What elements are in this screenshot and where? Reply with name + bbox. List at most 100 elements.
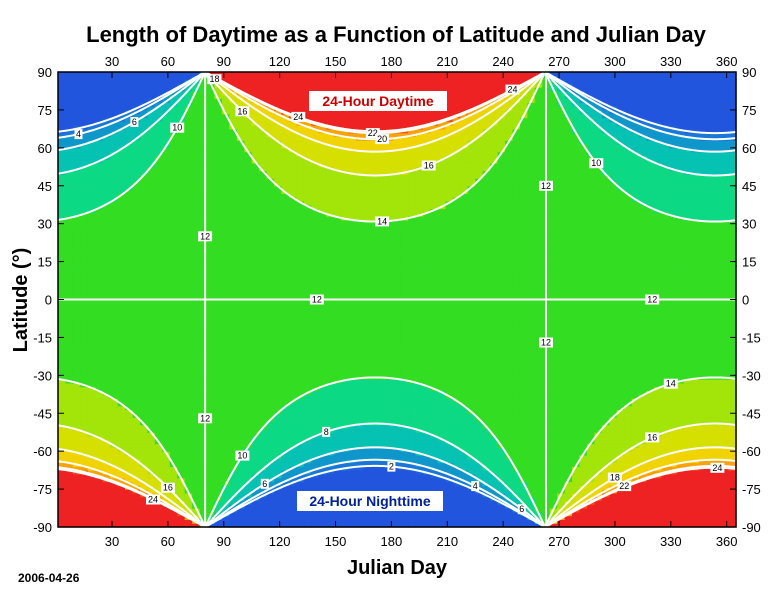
heat-cell bbox=[80, 193, 89, 198]
heat-cell bbox=[192, 144, 201, 149]
heat-cell bbox=[65, 242, 74, 248]
heat-cell bbox=[177, 106, 186, 111]
heat-cell bbox=[311, 337, 320, 342]
heat-cell bbox=[72, 94, 81, 100]
heat-cell bbox=[236, 462, 245, 467]
heat-cell bbox=[58, 310, 67, 316]
heat-cell bbox=[110, 113, 119, 119]
heat-cell bbox=[348, 367, 357, 373]
heat-cell bbox=[117, 140, 126, 145]
heat-cell bbox=[341, 394, 350, 399]
heat-cell bbox=[341, 242, 350, 248]
heat-cell bbox=[363, 405, 372, 411]
heat-cell bbox=[318, 420, 327, 426]
heat-cell bbox=[58, 352, 67, 357]
heat-cell bbox=[214, 299, 223, 304]
heat-cell bbox=[318, 185, 327, 191]
heat-cell bbox=[199, 291, 208, 297]
heat-cell bbox=[221, 174, 230, 179]
heat-cell bbox=[199, 341, 208, 346]
heat-cell bbox=[288, 401, 298, 407]
heat-cell bbox=[266, 291, 275, 297]
heat-cell bbox=[147, 458, 156, 464]
heat-cell bbox=[333, 72, 342, 77]
heat-cell bbox=[214, 371, 223, 376]
heat-cell bbox=[311, 231, 320, 236]
heat-cell bbox=[341, 219, 350, 225]
heat-cell bbox=[110, 261, 119, 266]
heat-cell bbox=[169, 356, 178, 361]
heat-cell bbox=[244, 163, 253, 168]
heat-cell bbox=[199, 284, 208, 289]
heat-cell bbox=[154, 79, 163, 84]
heat-cell bbox=[65, 265, 74, 270]
heat-cell bbox=[236, 432, 245, 437]
heat-cell bbox=[229, 257, 238, 263]
heat-cell bbox=[281, 489, 290, 494]
heat-cell bbox=[221, 367, 230, 373]
heat-cell bbox=[214, 322, 223, 327]
heat-cell bbox=[72, 386, 81, 392]
heat-cell bbox=[221, 523, 230, 528]
heat-cell bbox=[184, 466, 193, 471]
heat-cell bbox=[72, 200, 81, 206]
heat-cell bbox=[214, 492, 223, 498]
heat-cell bbox=[274, 386, 283, 392]
heat-cell bbox=[177, 280, 186, 285]
heat-cell bbox=[348, 473, 357, 479]
heat-cell bbox=[72, 356, 81, 361]
heat-cell bbox=[80, 128, 89, 134]
chart-title: Length of Daytime as a Function of Latit… bbox=[86, 22, 706, 47]
heat-cell bbox=[274, 261, 283, 266]
heat-cell bbox=[281, 208, 290, 213]
heat-cell bbox=[333, 303, 342, 308]
heat-cell bbox=[326, 231, 335, 236]
plot-area: 2468101814461061016142220242416181624221… bbox=[57, 71, 737, 528]
heat-cell bbox=[162, 508, 171, 513]
heat-cell bbox=[221, 109, 230, 115]
heat-cell bbox=[221, 318, 230, 323]
heat-cell bbox=[58, 436, 67, 441]
heat-cell bbox=[95, 72, 104, 77]
heat-cell bbox=[80, 473, 89, 479]
heat-cell bbox=[266, 515, 275, 521]
heat-cell bbox=[207, 489, 216, 494]
heat-cell bbox=[356, 166, 365, 172]
heat-cell bbox=[288, 390, 298, 395]
heat-cell bbox=[177, 341, 186, 346]
heat-cell bbox=[333, 291, 342, 297]
heat-cell bbox=[199, 166, 208, 172]
heat-cell bbox=[333, 523, 342, 528]
heat-cell bbox=[356, 113, 365, 119]
heat-cell bbox=[318, 219, 327, 225]
heat-cell bbox=[363, 265, 372, 270]
heat-cell bbox=[341, 417, 350, 422]
heat-cell bbox=[288, 181, 298, 187]
heat-cell bbox=[87, 261, 96, 266]
heat-cell bbox=[244, 79, 253, 84]
heat-cell bbox=[259, 151, 268, 157]
heat-cell bbox=[259, 473, 268, 479]
heat-cell bbox=[132, 394, 141, 399]
heat-cell bbox=[214, 151, 223, 157]
heat-cell bbox=[251, 379, 260, 384]
heat-cell bbox=[296, 405, 305, 411]
heat-cell bbox=[65, 500, 74, 505]
heat-cell bbox=[184, 140, 193, 145]
heat-cell bbox=[184, 420, 193, 426]
heat-cell bbox=[288, 227, 298, 232]
heat-cell bbox=[214, 193, 223, 198]
heat-cell bbox=[221, 189, 230, 194]
heat-cell bbox=[356, 231, 365, 236]
heat-cell bbox=[348, 439, 357, 445]
heat-cell bbox=[274, 212, 283, 217]
heat-cell bbox=[125, 254, 134, 259]
heat-cell bbox=[221, 504, 230, 509]
heat-cell bbox=[356, 193, 365, 198]
heat-cell bbox=[147, 341, 156, 346]
heat-cell bbox=[244, 417, 253, 422]
heat-cell bbox=[229, 242, 238, 248]
heat-cell bbox=[356, 144, 365, 149]
heat-cell bbox=[348, 432, 357, 437]
heat-cell bbox=[110, 98, 119, 103]
